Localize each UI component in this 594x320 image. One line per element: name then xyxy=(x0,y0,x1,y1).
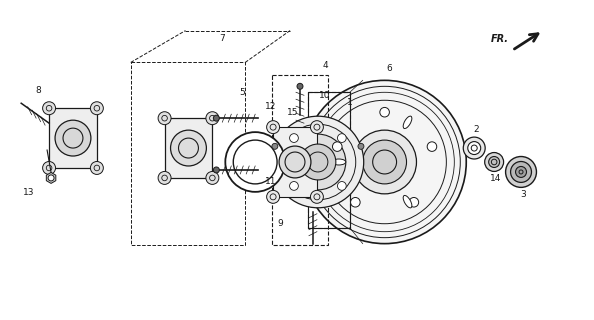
Text: 8: 8 xyxy=(35,86,41,95)
Text: 12: 12 xyxy=(266,102,277,111)
Circle shape xyxy=(409,197,419,207)
Circle shape xyxy=(485,153,504,172)
Circle shape xyxy=(290,181,298,190)
Circle shape xyxy=(48,175,54,181)
Bar xyxy=(165,118,213,178)
Circle shape xyxy=(363,140,406,184)
Circle shape xyxy=(467,141,481,155)
Circle shape xyxy=(311,190,323,203)
Circle shape xyxy=(511,162,532,182)
Bar xyxy=(49,108,97,168)
Circle shape xyxy=(463,137,485,159)
Circle shape xyxy=(489,156,500,167)
Circle shape xyxy=(225,132,285,192)
Text: 7: 7 xyxy=(219,34,225,43)
Circle shape xyxy=(311,121,323,134)
Circle shape xyxy=(290,134,346,190)
Text: 4: 4 xyxy=(322,61,328,70)
Text: 5: 5 xyxy=(239,88,245,97)
Circle shape xyxy=(333,142,342,151)
Text: FR.: FR. xyxy=(491,34,509,44)
Ellipse shape xyxy=(403,116,412,129)
Text: 13: 13 xyxy=(23,188,35,197)
Circle shape xyxy=(337,181,346,190)
Circle shape xyxy=(516,166,526,177)
Circle shape xyxy=(350,197,360,207)
Text: 10: 10 xyxy=(319,91,331,100)
Circle shape xyxy=(90,162,103,174)
Circle shape xyxy=(267,121,280,134)
Circle shape xyxy=(206,112,219,125)
Circle shape xyxy=(337,134,346,142)
Circle shape xyxy=(213,115,219,121)
Text: 2: 2 xyxy=(473,124,479,134)
Text: 14: 14 xyxy=(491,174,502,183)
Circle shape xyxy=(158,112,171,125)
Text: 9: 9 xyxy=(277,219,283,228)
Circle shape xyxy=(300,144,336,180)
Polygon shape xyxy=(46,172,56,183)
Circle shape xyxy=(303,80,466,244)
Bar xyxy=(273,127,317,197)
Circle shape xyxy=(505,156,536,188)
Circle shape xyxy=(43,162,56,174)
Circle shape xyxy=(272,143,278,149)
Circle shape xyxy=(353,130,416,194)
Circle shape xyxy=(55,120,91,156)
Text: 6: 6 xyxy=(387,64,393,73)
Circle shape xyxy=(380,108,390,117)
Ellipse shape xyxy=(403,196,412,208)
Circle shape xyxy=(206,172,219,184)
Circle shape xyxy=(170,130,206,166)
Circle shape xyxy=(158,172,171,184)
Circle shape xyxy=(279,146,311,178)
Text: 3: 3 xyxy=(520,190,526,199)
Circle shape xyxy=(427,142,437,151)
Circle shape xyxy=(272,116,364,208)
Text: 11: 11 xyxy=(266,177,277,187)
Circle shape xyxy=(90,102,103,115)
Text: 1: 1 xyxy=(347,98,353,107)
Circle shape xyxy=(297,83,303,89)
Circle shape xyxy=(267,190,280,203)
Circle shape xyxy=(213,167,219,173)
Text: 15: 15 xyxy=(287,108,299,117)
Circle shape xyxy=(358,143,364,149)
Circle shape xyxy=(290,134,298,142)
Circle shape xyxy=(43,102,56,115)
Ellipse shape xyxy=(332,159,346,165)
